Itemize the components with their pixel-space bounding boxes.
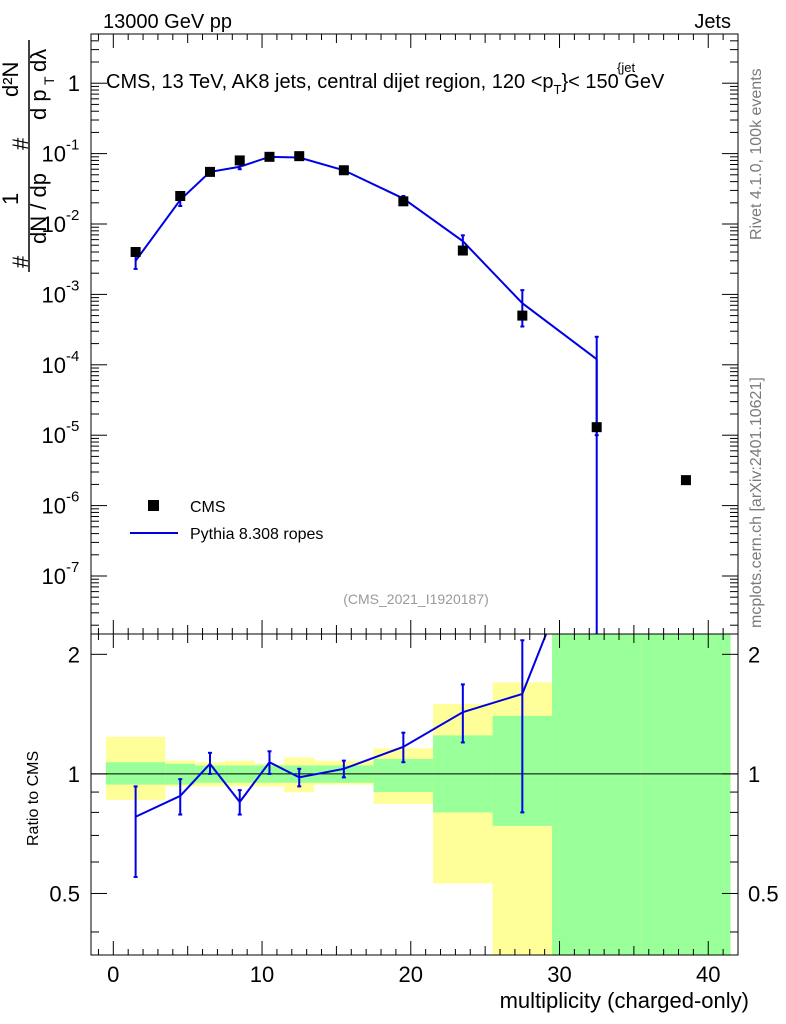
uncertainty-band-green-11 — [641, 634, 731, 955]
x-tick-label: 40 — [696, 962, 720, 987]
main-y-tick-exponent: -2 — [66, 207, 79, 224]
y-label-t-sub: T — [41, 76, 57, 85]
cms-data-point — [398, 196, 409, 207]
mcplots-credit-label: mcplots.cern.ch [arXiv:2401.10621] — [748, 377, 765, 628]
cms-data-point — [294, 151, 305, 162]
y-label-lambda: dλ — [26, 49, 51, 72]
x-tick-label: 10 — [250, 962, 274, 987]
x-tick-label: 20 — [399, 962, 423, 987]
cms-data-point — [591, 422, 602, 433]
cms-data-point — [204, 166, 215, 177]
main-y-tick-label: 10 — [42, 142, 66, 167]
title-sup: {jet — [617, 60, 635, 75]
cms-data-point — [264, 151, 275, 162]
main-y-tick-exponent: -6 — [66, 489, 79, 506]
cms-data-point — [130, 247, 141, 258]
y-label-hash-right: # — [8, 137, 33, 150]
y-label-hash-left: # — [8, 255, 33, 268]
legend-mc-label: Pythia 8.308 ropes — [190, 526, 323, 543]
ratio-series — [133, 634, 548, 879]
cms-data-point — [680, 475, 691, 486]
y-label-numerator-den: d p — [26, 89, 51, 120]
legend: CMS Pythia 8.308 ropes — [130, 499, 323, 543]
main-mc-line — [134, 155, 598, 361]
y-label-numerator: d²N — [0, 62, 23, 97]
ratio-y-tick-label-right: 1 — [748, 762, 760, 787]
main-y-tick-label: 1 — [68, 71, 80, 96]
x-axis-label: multiplicity (charged-only) — [500, 988, 749, 1013]
main-y-axis-label: # 1 dN / dp # d²N d p T dλ — [0, 40, 57, 272]
main-series — [130, 151, 691, 634]
main-plot-frame — [90, 33, 739, 635]
cms-data-point — [175, 190, 186, 201]
ratio-y-axis-label: Ratio to CMS — [25, 751, 42, 846]
ratio-y-tick-label-left: 1 — [68, 762, 80, 787]
cms-data-point — [457, 245, 468, 256]
analysis-reference: (CMS_2021_I1920187) — [343, 591, 489, 607]
main-y-tick-label: 10 — [42, 564, 66, 589]
cms-data-point — [338, 165, 349, 176]
main-y-tick-label: 10 — [42, 494, 66, 519]
uncertainty-band-green-10 — [552, 634, 642, 955]
main-y-tick-exponent: -5 — [66, 418, 79, 435]
title-after: }< 150 GeV — [561, 71, 665, 93]
main-y-tick-exponent: -7 — [66, 559, 79, 576]
energy-label: 13000 GeV pp — [103, 11, 232, 33]
x-tick-label: 0 — [107, 962, 119, 987]
y-label-one: 1 — [0, 193, 23, 205]
cms-data-point — [517, 310, 528, 321]
x-tick-label: 30 — [547, 962, 571, 987]
cms-data-point — [234, 155, 245, 166]
ratio-plot: 0 10 20 30 40 0.5 0.5 1 1 2 2 — [49, 633, 779, 987]
y-label-den: dN / dp — [26, 173, 51, 244]
main-y-tick-label: 10 — [42, 282, 66, 307]
ratio-plot-frame — [90, 633, 739, 956]
title-text: CMS, 13 TeV, AK8 jets, central dijet reg… — [106, 71, 665, 97]
title-sub: T — [554, 82, 562, 97]
main-plot: 110-110-210-310-410-510-610-7 — [42, 33, 739, 635]
rivet-version-label: Rivet 4.1.0, 100k events — [748, 68, 765, 240]
ratio-y-tick-label-right: 0.5 — [748, 881, 779, 906]
ratio-bands — [105, 634, 731, 955]
legend-cms-marker — [148, 500, 159, 511]
main-y-tick-label: 10 — [42, 353, 66, 378]
main-y-tick-label: 10 — [42, 423, 66, 448]
ratio-y-tick-label-right: 2 — [748, 642, 760, 667]
process-label: Jets — [694, 11, 731, 33]
ratio-y-tick-label-left: 0.5 — [49, 881, 80, 906]
uncertainty-band-green-7 — [373, 759, 434, 793]
main-title: CMS, 13 TeV, AK8 jets, central dijet reg… — [106, 60, 665, 97]
main-y-tick-label: 10 — [42, 212, 66, 237]
main-y-tick-exponent: -3 — [66, 277, 79, 294]
title-before: CMS, 13 TeV, AK8 jets, central dijet reg… — [106, 71, 554, 93]
legend-cms-label: CMS — [190, 499, 226, 516]
main-y-tick-exponent: -4 — [66, 348, 79, 365]
main-y-tick-exponent: -1 — [66, 137, 79, 154]
ratio-y-tick-label-left: 2 — [68, 642, 80, 667]
